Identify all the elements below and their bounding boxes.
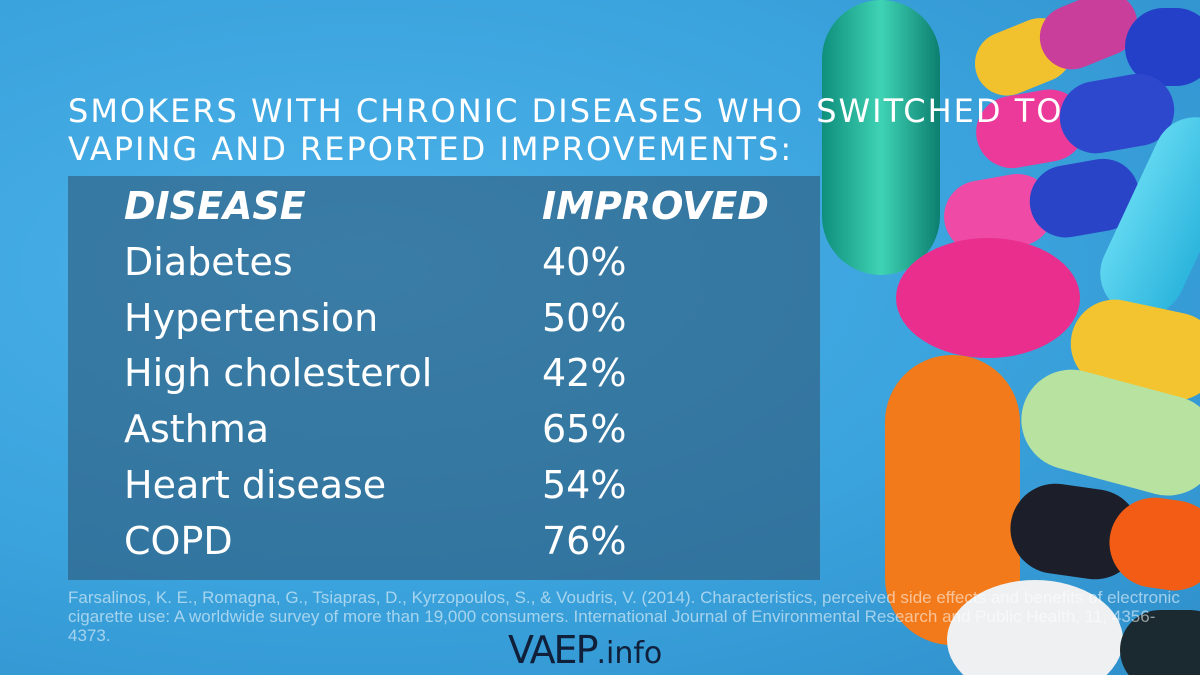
pill-cyan [1100,117,1200,316]
pill-magenta-tablet [896,238,1080,358]
pill-teal-softgel [822,0,940,275]
pill-yellow-right [1070,299,1200,401]
disease-cell: COPD [124,519,233,563]
improved-cell: 65% [542,407,627,451]
improved-cell: 40% [542,240,627,284]
disease-cell: Diabetes [124,240,293,284]
disease-cell: High cholesterol [124,351,433,395]
column-header-disease: DISEASE [124,184,306,228]
pill-white-tablet [947,580,1123,675]
disease-cell: Hypertension [124,296,379,340]
column-header-improved: IMPROVED [542,184,769,228]
chart-title: SMOKERS WITH CHRONIC DISEASES WHO SWITCH… [68,92,1064,168]
pill-green [1021,369,1200,496]
pill-dark-bottom [1120,610,1200,675]
improved-cell: 50% [542,296,627,340]
vaep-logo[interactable]: VAEP.info [508,628,662,672]
data-table: DISEASE IMPROVED Diabetes 40% Hypertensi… [68,176,820,580]
pill-black-orange [1010,483,1200,591]
logo-suffix: .info [596,636,663,671]
pill-blue-top-right [1125,8,1200,86]
improved-cell: 76% [542,519,627,563]
disease-cell: Asthma [124,407,270,451]
pill-pink-blue-1 [976,73,1175,169]
pill-orange [885,355,1020,645]
pill-pink-blue-2 [944,158,1140,253]
disease-cell: Heart disease [124,463,387,507]
source-citation: Farsalinos, K. E., Romagna, G., Tsiapras… [68,588,1180,645]
improved-cell: 54% [542,463,627,507]
improved-cell: 42% [542,351,627,395]
logo-main: VAEP [508,628,598,672]
pill-yellow-magenta [974,0,1138,96]
